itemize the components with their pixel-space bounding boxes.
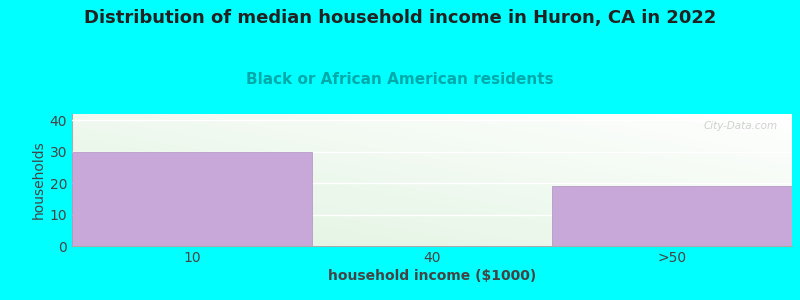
Y-axis label: households: households [31, 141, 46, 219]
Text: Black or African American residents: Black or African American residents [246, 72, 554, 87]
Text: City-Data.com: City-Data.com [703, 121, 778, 130]
Bar [72, 152, 312, 246]
Text: Distribution of median household income in Huron, CA in 2022: Distribution of median household income … [84, 9, 716, 27]
X-axis label: household income ($1000): household income ($1000) [328, 269, 536, 283]
Bar [552, 186, 792, 246]
